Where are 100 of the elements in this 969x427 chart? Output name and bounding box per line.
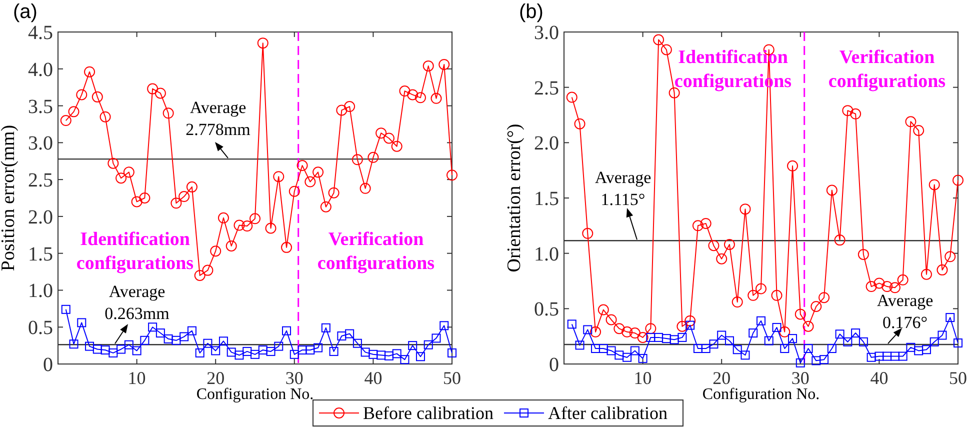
point	[851, 328, 860, 338]
point	[195, 348, 204, 358]
point	[218, 336, 228, 346]
point	[670, 335, 679, 344]
point	[717, 330, 726, 340]
point	[258, 345, 268, 354]
point	[116, 172, 127, 184]
point	[787, 160, 798, 172]
point	[69, 340, 78, 349]
point	[890, 352, 900, 361]
point	[756, 316, 766, 326]
point	[242, 220, 253, 232]
point	[446, 170, 458, 181]
y-tick-label: 0	[549, 354, 559, 376]
ref-line-label: Average 2.778mm	[186, 98, 250, 139]
y-tick-label: 3.0	[534, 22, 559, 44]
point	[131, 196, 142, 208]
x-tick-label: 10	[128, 368, 146, 388]
annotation: Identification configurations	[76, 229, 194, 274]
point	[732, 345, 742, 354]
point	[843, 337, 852, 346]
point	[944, 251, 956, 262]
point	[575, 340, 584, 350]
legend-label: Before calibration	[363, 403, 494, 423]
point	[210, 246, 222, 257]
point	[384, 351, 394, 360]
point	[328, 187, 340, 198]
point	[812, 356, 821, 366]
point	[400, 355, 410, 364]
point	[637, 332, 648, 343]
point	[162, 108, 174, 119]
point	[124, 340, 134, 350]
point	[653, 34, 664, 46]
point	[432, 334, 441, 343]
chart-title: (a)	[13, 1, 38, 23]
point	[874, 352, 884, 361]
point	[139, 192, 150, 204]
point	[108, 348, 118, 358]
point	[834, 234, 846, 246]
point	[938, 330, 947, 340]
point	[566, 92, 578, 103]
point	[234, 220, 245, 231]
point	[905, 116, 916, 128]
point	[288, 186, 300, 197]
point	[796, 358, 805, 368]
point	[629, 328, 640, 339]
point	[392, 349, 402, 358]
point	[692, 220, 704, 232]
legend-label: After calibration	[548, 403, 668, 423]
point	[391, 140, 402, 152]
x-tick-label: 20	[712, 368, 731, 388]
y-tick-label: 0.5	[28, 317, 53, 340]
point	[178, 191, 190, 202]
point	[724, 336, 734, 346]
point	[913, 124, 924, 136]
point	[732, 296, 743, 308]
point	[448, 348, 456, 358]
point	[591, 344, 600, 354]
point	[897, 274, 908, 286]
point	[312, 166, 324, 178]
point	[882, 352, 892, 361]
point	[194, 270, 206, 281]
point	[946, 313, 955, 322]
point	[920, 268, 932, 280]
point	[709, 340, 718, 349]
point	[582, 228, 594, 239]
point	[794, 308, 806, 320]
point	[234, 350, 244, 360]
point	[77, 318, 86, 328]
point	[598, 344, 608, 354]
point	[906, 342, 916, 352]
point	[164, 334, 173, 344]
point	[100, 345, 110, 354]
point	[180, 332, 189, 342]
point	[337, 331, 346, 340]
point	[250, 213, 260, 224]
point	[606, 346, 616, 356]
point	[780, 344, 790, 354]
point	[156, 328, 165, 338]
point	[686, 320, 695, 330]
x-tick-label: 40	[870, 368, 888, 388]
y-axis-title: Orientation error(°)	[504, 124, 525, 272]
point	[820, 355, 829, 364]
point	[827, 344, 836, 354]
point	[622, 326, 633, 338]
point	[638, 354, 648, 363]
point	[85, 342, 94, 351]
point	[567, 320, 576, 329]
point	[922, 345, 931, 354]
point	[422, 60, 434, 72]
point	[376, 128, 387, 139]
y-tick-label: 1.5	[28, 243, 53, 266]
point	[360, 182, 371, 194]
point	[614, 350, 624, 360]
point	[321, 323, 330, 332]
point	[936, 264, 948, 276]
point	[952, 174, 964, 186]
point	[154, 88, 166, 99]
point	[614, 323, 625, 334]
point	[360, 348, 370, 357]
